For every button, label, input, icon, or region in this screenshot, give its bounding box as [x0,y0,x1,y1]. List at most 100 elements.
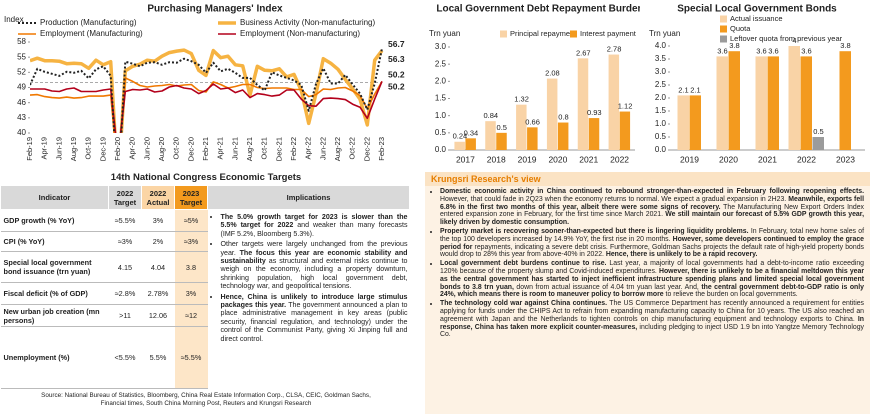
value-cell: ≈2.8% [108,282,142,305]
value-label: 3.8 [840,41,850,50]
y-tick-label: 2.5 [655,80,667,89]
indicator-cell: Fiscal deficit (% of GDP) [0,282,109,305]
y-tick-label: 2.0 [435,76,447,85]
x-tick-label: Feb-20 [113,137,122,161]
research-point: The technology cold war against China co… [440,300,864,339]
x-tick-label: Apr-22 [304,137,313,160]
column-header: 2023 Target [174,185,208,210]
series-line [30,48,384,133]
legend-label: Employment (Manufacturing) [40,29,143,38]
implications-list: The 5.0% growth target for 2023 is slowe… [212,213,408,343]
value-label: 0.5 [497,123,507,132]
value-label: 3.8 [729,41,739,50]
y-tick-label: 43 [17,113,26,122]
chart-title: Purchasing Managers' Index [147,4,283,15]
y-tick-label: 2.0 [655,93,667,102]
table-row: New urban job creation (mn persons) >11 12… [0,304,410,327]
text-run: The government announced a plan to place… [220,301,408,343]
text-run: In February, total new home sales of the… [440,227,865,243]
table-row: CPI (% YoY) ≈3% 2% ≈3% [0,231,410,252]
bold-text: The technology cold war against China co… [440,300,608,308]
bar [588,118,600,150]
bar [767,56,779,150]
text-run: as structural and external risks continu… [220,257,408,291]
header-row: Indicator 2022 Target 2022 Actual 2023 Targ… [0,185,410,210]
value-cell: ≈3% [174,231,208,252]
x-tick-label: Apr-21 [216,137,225,160]
x-tick-label: Feb-19 [25,137,34,161]
x-tick-label: Aug-21 [245,137,254,161]
x-tick-label: 2023 [836,154,855,164]
end-label: 56.3 [388,54,405,64]
x-tick-label: 2019 [518,154,537,164]
table-row: GDP growth (% YoY)≈5.5%3%≈5%The 5.0% gro… [0,209,410,343]
y-tick-label: 55 [17,52,26,61]
value-cell: ≈5.5% [174,326,208,389]
y-axis-label: Index [4,15,24,24]
bold-text: In response, China has taken more explic… [440,315,864,331]
value-label: 0.24 [453,132,468,141]
bar [728,51,740,151]
value-cell: 3.8 [174,251,208,283]
bar [516,104,527,150]
value-label: 0.66 [525,117,540,126]
value-label: 2.1 [690,85,700,94]
source-note: Source: National Bureau of Statistics, B… [41,392,371,407]
x-tick-label: 2022 [610,154,629,164]
value-cell: 4.15 [108,251,142,283]
value-cell: ≈12 [174,304,208,327]
x-tick-label: Dec-19 [98,137,107,161]
legend-label: Quota [730,24,751,33]
research-point: Local government debt burdens continue t… [440,260,864,299]
y-tick-label: 2.5 [435,59,447,68]
value-cell: ≈5% [174,209,208,232]
y-tick-label: 52 [17,67,26,76]
y-tick-label: 0.5 [655,132,667,141]
column-header: Indicator [0,185,109,210]
value-label: 4 [792,36,796,45]
chart-title: Special Local Government Bonds [677,4,837,15]
x-tick-label: 2021 [758,154,777,164]
legend-swatch [720,35,727,43]
value-label: 2.78 [607,45,622,54]
value-label: 0.34 [464,128,479,137]
bold-text: the central government debt-to-GDP ratio… [440,283,864,299]
text-run: down from actual issuance of 4.04 trn yu… [513,283,702,291]
y-tick-label: 46 [17,98,26,107]
x-tick-label: Jun-21 [230,137,239,160]
x-tick-label: Feb-23 [377,137,386,161]
debt-burden-chart: Local Government Debt Repayment Burden T… [429,4,640,165]
bar [608,54,620,151]
implication: Hence, China is unlikely to introduce la… [221,293,408,343]
bold-text: We still maintain our forecast of 5.5% G… [440,211,864,227]
x-tick-label: Aug-22 [333,137,342,161]
x-tick-label: Dec-20 [186,137,195,161]
x-tick-label: Oct-22 [348,137,357,160]
legend-swatch [500,30,507,38]
research-point: Domestic economic activity in China cont… [440,188,864,227]
x-tick-label: Aug-20 [157,137,166,161]
value-cell: 5.5% [141,326,175,389]
x-tick-label: 2020 [548,154,567,164]
end-label: 50.2 [388,70,405,80]
bar [454,141,465,150]
y-tick-label: 3.0 [435,42,447,51]
legend-label: Interest payment [580,29,637,38]
bold-text: However, there is unlikely to be a finan… [440,267,864,291]
bar [557,122,569,150]
value-label: 3.6 [801,46,811,55]
value-label: 0.93 [587,108,602,117]
table-row: Special local government bond issuance (… [0,251,410,283]
value-label: 3.6 [756,46,766,55]
end-label: 50.2 [388,82,405,92]
value-label: 2.67 [576,48,591,57]
x-tick-label: Aug-19 [69,137,78,161]
value-label: 0.84 [483,111,498,120]
legend-label: Actual issuance [730,14,783,23]
y-tick-label: 49 [17,83,26,92]
y-tick-label: 0.0 [655,145,667,154]
bar [755,56,767,150]
column-header: Implications [207,185,410,210]
text-run: The US Commerce Department has recently … [440,300,865,323]
